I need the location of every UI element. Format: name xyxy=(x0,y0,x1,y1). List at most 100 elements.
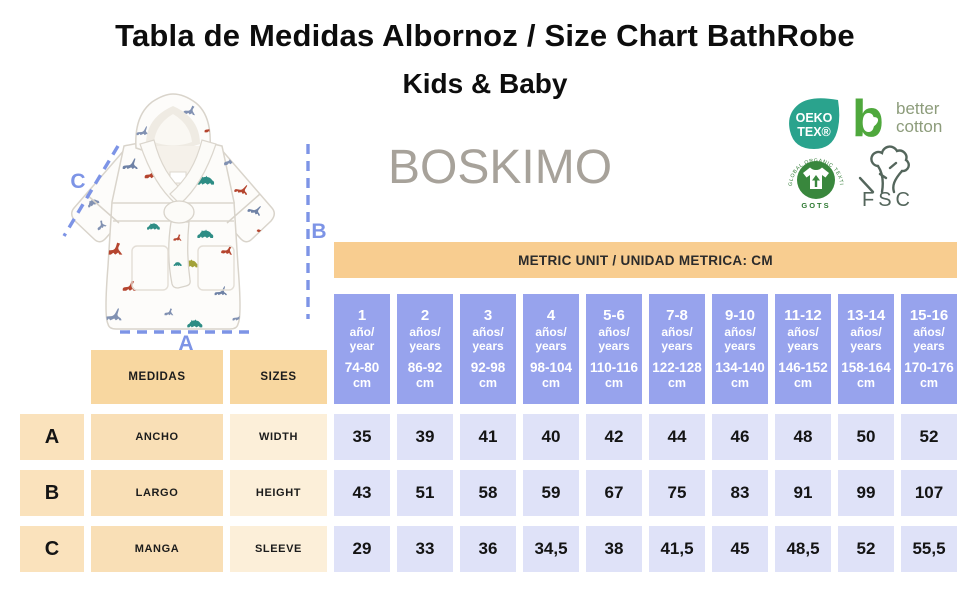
column-age-label-en: years xyxy=(850,338,882,353)
better-cotton-b-mark: b xyxy=(852,94,884,140)
fsc-logo: FSC xyxy=(858,145,914,208)
page-subtitle: Kids & Baby xyxy=(402,68,568,99)
measurement-value: 40 xyxy=(523,414,579,460)
column-age-label-es: años/ xyxy=(787,325,819,340)
column-age: 9-10 xyxy=(724,306,756,324)
size-column-header: 7-8 años/years 122-128 cm xyxy=(649,294,705,404)
column-age: 3 xyxy=(483,306,493,324)
column-age: 1 xyxy=(357,306,367,324)
column-age: 13-14 xyxy=(846,306,886,324)
oeko-tex-text-line1: OEKO xyxy=(796,111,833,125)
row-medida-label: MANGA xyxy=(91,526,223,572)
column-age-label-en: years xyxy=(535,338,567,353)
measurement-value: 44 xyxy=(649,414,705,460)
oeko-tex-logo: OEKO TEX® xyxy=(789,98,840,149)
size-column-header: 1 año/year 74-80 cm xyxy=(334,294,390,404)
column-age-label-en: years xyxy=(724,338,756,353)
size-column-header: 2 años/years 86-92 cm xyxy=(397,294,453,404)
table-rows: A ANCHO WIDTH 35 39 41 40 42 44 46 48 50 52 B LARGO HEI… xyxy=(20,414,957,572)
column-height-range: 122-128 xyxy=(652,360,702,376)
size-table: METRIC UNIT / UNIDAD METRICA: CM MEDIDAS… xyxy=(20,242,957,572)
measure-line-c xyxy=(62,145,120,237)
gots-label: GOTS xyxy=(801,201,830,210)
column-height-range: 170-176 xyxy=(904,360,954,376)
column-age-label-en: years xyxy=(598,338,630,353)
measurement-lines xyxy=(62,144,310,334)
size-column-header: 9-10 años/years 134-140 cm xyxy=(712,294,768,404)
measurement-value: 48,5 xyxy=(775,526,831,572)
table-row: A ANCHO WIDTH 35 39 41 40 42 44 46 48 50 52 xyxy=(20,414,957,460)
better-cotton-text-line1: better xyxy=(896,99,940,118)
column-age-label-es: años/ xyxy=(598,325,630,340)
measurement-value: 41,5 xyxy=(649,526,705,572)
brand-logo: BOSKIMO xyxy=(388,141,613,194)
column-age-label-en: years xyxy=(409,338,441,353)
row-letter: B xyxy=(20,470,84,516)
column-height-range: 92-98 xyxy=(470,360,506,376)
row-letter: A xyxy=(20,414,84,460)
measurement-value: 29 xyxy=(334,526,390,572)
column-height-range: 158-164 xyxy=(841,360,891,376)
column-age: 15-16 xyxy=(909,306,949,324)
measurement-value: 46 xyxy=(712,414,768,460)
fsc-tree-check-icon xyxy=(858,145,910,194)
column-age: 2 xyxy=(420,306,430,324)
unit-banner-row: METRIC UNIT / UNIDAD METRICA: CM xyxy=(20,242,957,278)
row-medida-label: LARGO xyxy=(91,470,223,516)
measurement-value: 41 xyxy=(460,414,516,460)
column-unit: cm xyxy=(919,376,939,391)
column-age-label-es: años/ xyxy=(472,325,504,340)
better-cotton-text-line2: cotton xyxy=(896,117,942,136)
better-cotton-logo: b better cotton xyxy=(852,94,942,140)
measurement-value: 59 xyxy=(523,470,579,516)
row-size-label: HEIGHT xyxy=(230,470,327,516)
column-age-label-es: años/ xyxy=(850,325,882,340)
measurement-value: 58 xyxy=(460,470,516,516)
row-size-label: SLEEVE xyxy=(230,526,327,572)
measurement-value: 36 xyxy=(460,526,516,572)
column-unit: cm xyxy=(352,376,372,391)
column-age-label-en: year xyxy=(349,338,375,353)
measure-label-b: B xyxy=(311,220,326,243)
column-unit: cm xyxy=(730,376,750,391)
column-age-label-en: years xyxy=(913,338,945,353)
column-unit: cm xyxy=(793,376,813,391)
measurement-value: 34,5 xyxy=(523,526,579,572)
column-height-range: 74-80 xyxy=(344,360,380,376)
column-height-range: 110-116 xyxy=(589,360,639,376)
page-title: Tabla de Medidas Albornoz / Size Chart B… xyxy=(115,18,855,53)
measurement-value: 51 xyxy=(397,470,453,516)
bathrobe-image: C B A xyxy=(62,93,327,352)
measurement-value: 107 xyxy=(901,470,957,516)
column-age-label-es: años/ xyxy=(535,325,567,340)
measurement-value: 52 xyxy=(838,526,894,572)
column-unit: cm xyxy=(856,376,876,391)
column-unit: cm xyxy=(415,376,435,391)
table-header-row: MEDIDAS SIZES 1 año/year 74-80 cm 2 años/year… xyxy=(20,294,957,404)
size-column-header: 3 años/years 92-98 cm xyxy=(460,294,516,404)
column-height-range: 146-152 xyxy=(778,360,828,376)
measurement-value: 38 xyxy=(586,526,642,572)
column-age: 11-12 xyxy=(784,306,822,324)
measurement-value: 75 xyxy=(649,470,705,516)
column-age-label-es: años/ xyxy=(913,325,945,340)
column-unit: cm xyxy=(478,376,498,391)
column-unit: cm xyxy=(604,376,624,391)
fsc-label: FSC xyxy=(862,189,914,208)
measurement-value: 83 xyxy=(712,470,768,516)
table-row: B LARGO HEIGHT 43 51 58 59 67 75 83 91 99 107 xyxy=(20,470,957,516)
row-letter: C xyxy=(20,526,84,572)
gots-logo: GLOBAL ORGANIC TEXTILE STANDARD GOTS xyxy=(784,146,843,210)
measurement-value: 42 xyxy=(586,414,642,460)
measurement-value: 55,5 xyxy=(901,526,957,572)
column-age: 7-8 xyxy=(666,306,688,324)
size-column-header: 15-16 años/years 170-176 cm xyxy=(901,294,957,404)
column-age: 4 xyxy=(546,306,556,324)
measurement-value: 33 xyxy=(397,526,453,572)
measurement-value: 43 xyxy=(334,470,390,516)
measurement-value: 39 xyxy=(397,414,453,460)
column-age: 5-6 xyxy=(603,306,625,324)
measurement-value: 52 xyxy=(901,414,957,460)
column-height-range: 98-104 xyxy=(529,360,573,376)
column-age-label-en: years xyxy=(661,338,693,353)
